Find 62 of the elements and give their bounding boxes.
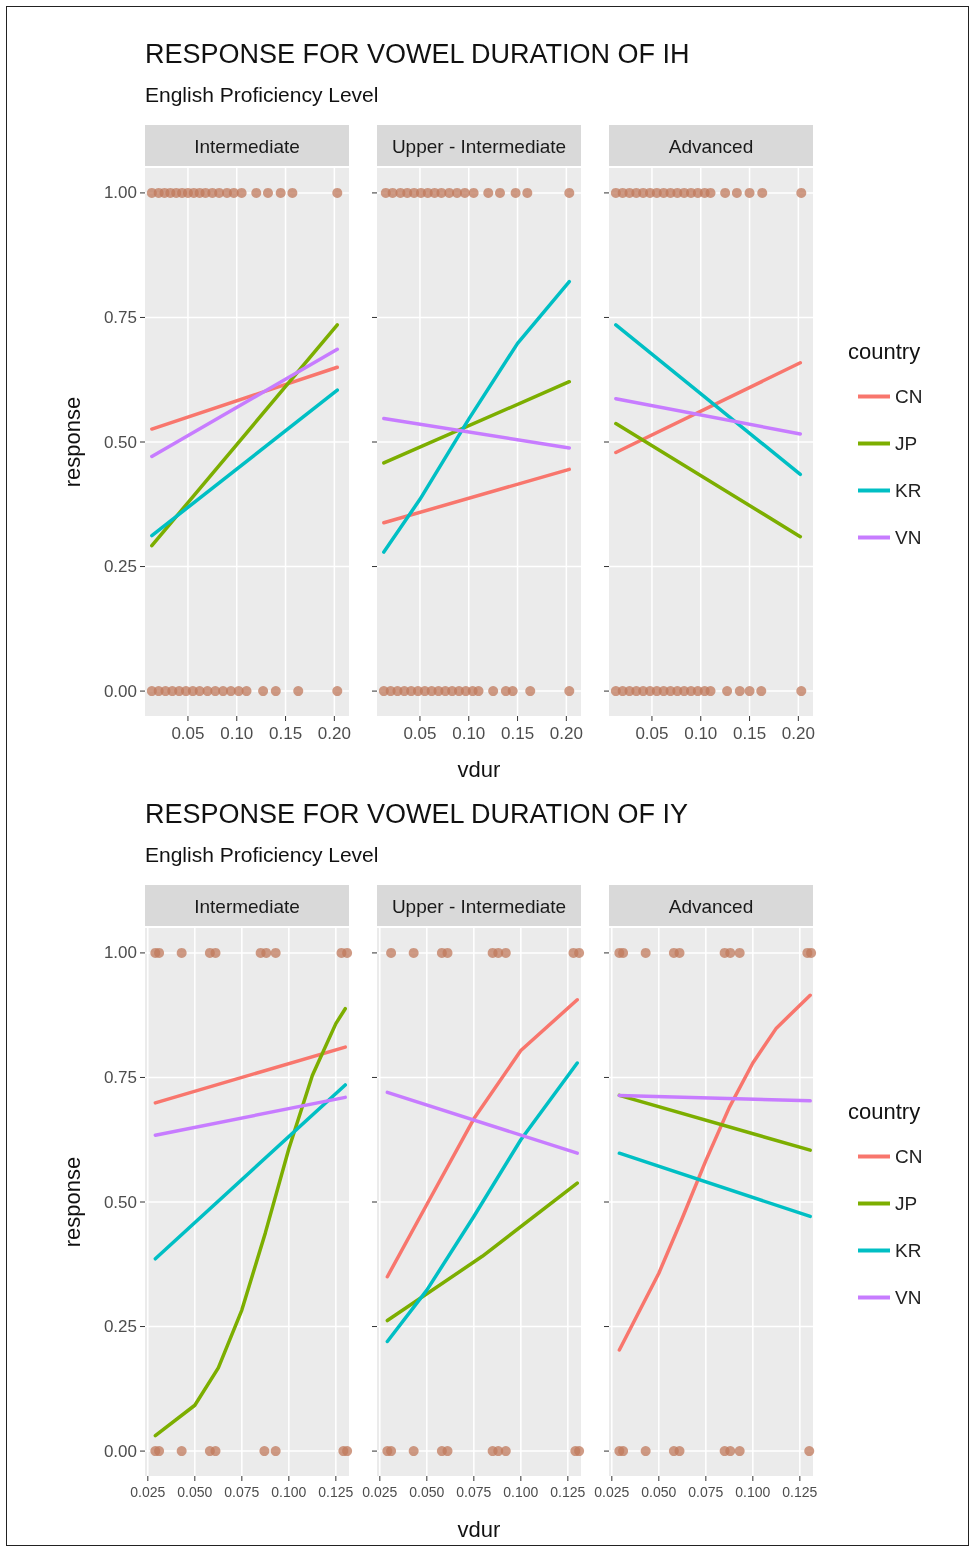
x-tick-label: 0.10 [684,724,718,743]
x-tick-label: 0.025 [362,1484,398,1500]
line-series [153,1006,347,1438]
y-tick-label: 0.75 [103,1067,137,1087]
y-tick-label: 1.00 [103,943,137,963]
chart-subtitle: English Proficiency Level [145,83,379,107]
y-tick-label: 0.75 [103,307,137,327]
text: Intermediate [194,135,300,157]
x-tick-label: 0.100 [503,1484,539,1500]
x-tick-label: 0.10 [452,724,486,743]
legend-title: country [848,338,921,364]
x-tick-label: 0.100 [735,1484,771,1500]
y-tick-label: 0.00 [103,681,137,701]
x-tick-label: 0.125 [550,1484,586,1500]
y-tick-label: 0.50 [103,1192,137,1212]
text: Advanced [668,895,754,917]
text: RESPONSE FOR VOWEL DURATION OF IH [145,39,690,70]
x-tick-label: 0.20 [781,724,815,743]
x-tick-label: 0.15 [501,724,535,743]
x-tick-label: 0.125 [782,1484,818,1500]
x-tick-label: 0.15 [269,724,303,743]
y-axis-title: response [59,1156,85,1248]
legend-label: JP [895,433,918,454]
x-tick-label: 0.100 [271,1484,307,1500]
x-tick-label: 0.025 [130,1484,166,1500]
y-tick-label: 0.00 [103,1441,137,1461]
legend-label: JP [895,1193,918,1214]
legend-label: CN [895,1146,923,1167]
x-tick-label: 0.05 [171,724,205,743]
legend-label: KR [895,1240,922,1261]
x-tick-label: 0.20 [317,724,351,743]
chart-subtitle: English Proficiency Level [145,843,379,867]
x-tick-label: 0.125 [318,1484,354,1500]
x-tick-label: 0.05 [403,724,437,743]
x-tick-label: 0.075 [688,1484,724,1500]
y-tick-label: 1.00 [103,183,137,203]
x-tick-label: 0.050 [409,1484,445,1500]
x-tick-label: 0.15 [733,724,767,743]
legend-label: VN [895,1287,922,1308]
legend-title: country [848,1098,921,1124]
x-axis-title: vdur [457,756,501,782]
legend-label: KR [895,480,922,501]
text: RESPONSE FOR VOWEL DURATION OF IY [145,799,689,830]
y-axis-title: response [59,396,85,488]
x-tick-label: 0.025 [594,1484,630,1500]
x-tick-label: 0.075 [224,1484,260,1500]
x-tick-label: 0.075 [456,1484,492,1500]
text: Upper - Intermediate [391,135,567,157]
x-tick-label: 0.20 [549,724,583,743]
y-tick-label: 0.25 [103,1317,137,1337]
x-axis-title: vdur [457,1516,501,1542]
x-tick-label: 0.050 [641,1484,677,1500]
text: Intermediate [194,895,300,917]
legend-label: CN [895,386,923,407]
x-tick-label: 0.05 [635,724,669,743]
text: Upper - Intermediate [391,895,567,917]
text: Advanced [668,135,754,157]
y-tick-label: 0.25 [103,557,137,577]
x-tick-label: 0.050 [177,1484,213,1500]
legend-label: VN [895,527,922,548]
x-tick-label: 0.10 [220,724,254,743]
y-tick-label: 0.50 [103,432,137,452]
